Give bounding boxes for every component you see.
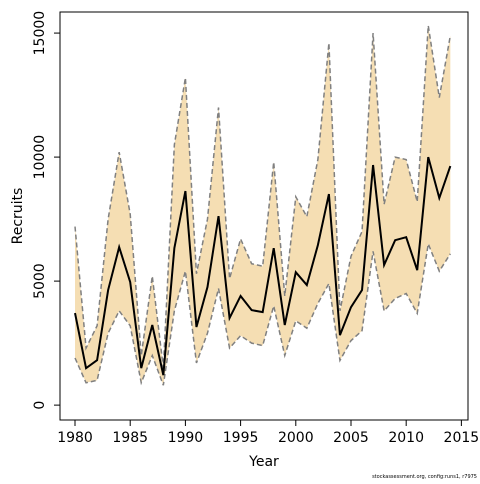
y-tick-label: 0	[32, 401, 48, 410]
x-tick-label: 2015	[444, 430, 480, 446]
y-axis-label: Recruits	[10, 188, 26, 245]
x-axis-label: Year	[248, 454, 279, 470]
estimate-line	[74, 156, 452, 376]
y-tick-label: 5000	[32, 263, 48, 299]
x-tick-label: 2010	[388, 430, 424, 446]
x-tick-label: 2005	[333, 430, 369, 446]
y-tick-label: 10000	[32, 135, 48, 180]
y-tick-label: 15000	[32, 11, 48, 56]
confidence-band	[75, 25, 451, 386]
upper-bound	[74, 25, 452, 369]
x-tick-label: 1990	[168, 430, 204, 446]
plot-frame	[59, 11, 469, 421]
x-tick-label: 1980	[57, 430, 93, 446]
x-tick-label: 1995	[223, 430, 259, 446]
footnote: stockassessment.org, config:runs1, r7975	[372, 474, 477, 480]
x-tick-label: 1985	[112, 430, 148, 446]
lower-bound	[74, 241, 451, 386]
x-tick-label: 2000	[278, 430, 314, 446]
